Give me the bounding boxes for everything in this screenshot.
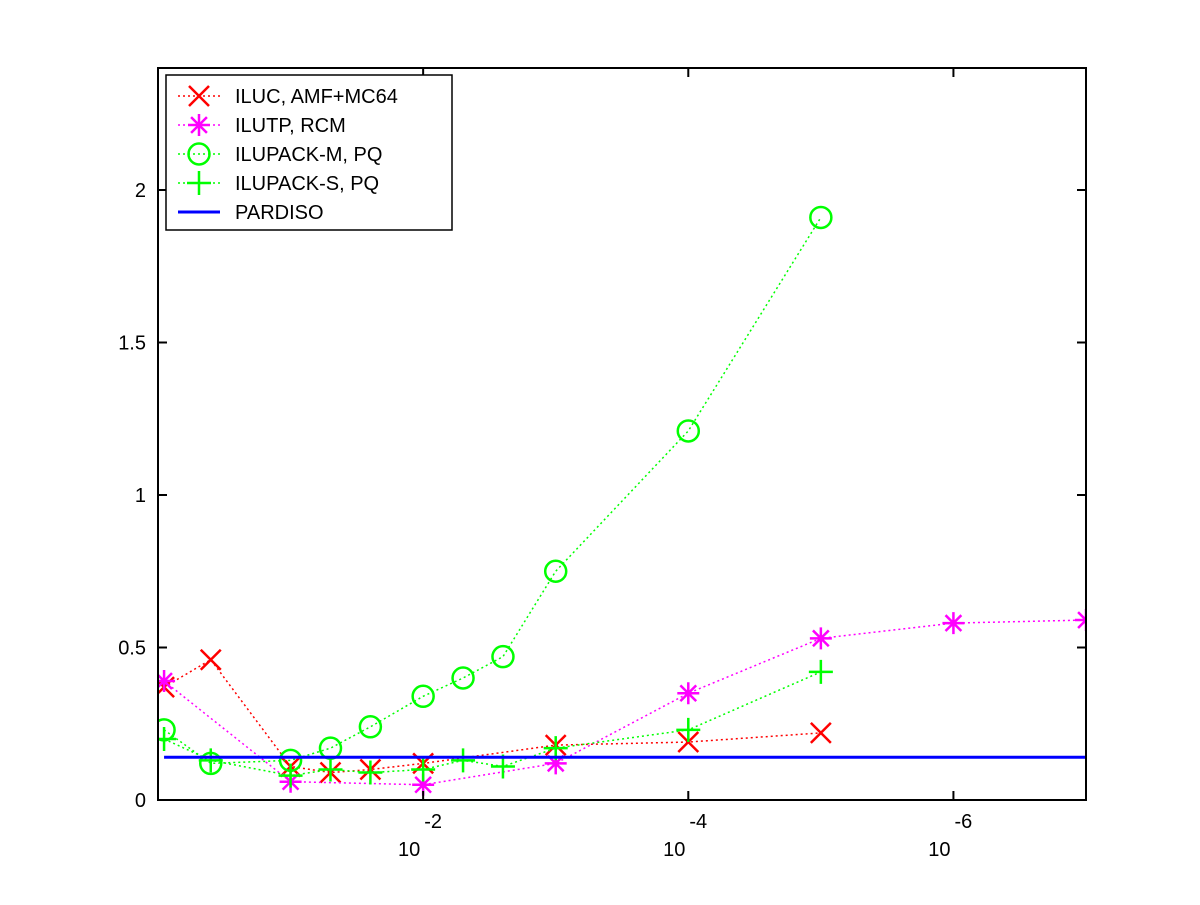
series-line-0 — [163, 658, 821, 774]
legend-label-1: ILUTP, RCM — [235, 115, 346, 137]
legend-label-4: PARDISO — [235, 202, 324, 224]
data-point-1-6 — [942, 612, 965, 635]
series-2 — [158, 205, 833, 776]
legend-label-0: ILUC, AMF+MC64 — [235, 86, 398, 108]
data-point-3-6 — [451, 748, 476, 773]
series-3 — [158, 659, 833, 788]
x-tick-exponent-0: -2 — [424, 811, 442, 833]
legend-item-0: ILUC, AMF+MC64 — [178, 85, 398, 108]
legend-box — [165, 74, 453, 231]
data-point-2-8 — [543, 559, 568, 583]
x-tick-base-1: 10 — [663, 839, 685, 861]
y-tick-label-2: 1 — [135, 485, 146, 507]
legend-marker-0 — [188, 85, 210, 107]
legend-label-2: ILUPACK-M, PQ — [235, 144, 382, 166]
legend-marker-3 — [187, 171, 211, 195]
data-point-1-3 — [544, 752, 567, 775]
data-point-3-5 — [411, 757, 436, 782]
data-point-0-1 — [199, 648, 222, 671]
data-point-3-0 — [158, 727, 177, 751]
y-tick-label-3: 1.5 — [118, 333, 146, 355]
data-point-3-1 — [198, 748, 223, 773]
data-point-3-4 — [358, 760, 383, 785]
data-point-2-4 — [358, 715, 383, 739]
legend-item-2: ILUPACK-M, PQ — [178, 142, 382, 166]
x-tick-exponent-2: -6 — [955, 811, 973, 833]
y-tick-label-1: 0.5 — [118, 638, 146, 660]
data-point-2-5 — [411, 684, 435, 709]
data-point-3-9 — [676, 717, 701, 742]
data-point-2-3 — [318, 736, 343, 760]
x-tick-base-2: 10 — [928, 839, 950, 861]
x-tick-exponent-1: -4 — [689, 811, 707, 833]
legend-item-1: ILUTP, RCM — [178, 114, 346, 137]
data-point-1-2 — [412, 773, 435, 796]
legend-marker-2 — [187, 142, 211, 166]
legend-marker-1 — [188, 114, 210, 136]
legend-label-3: ILUPACK-S, PQ — [235, 173, 379, 195]
series-0 — [158, 648, 832, 784]
data-point-3-2 — [278, 763, 303, 788]
data-point-2-9 — [676, 419, 701, 443]
data-point-0-8 — [809, 722, 832, 744]
data-point-2-6 — [451, 666, 475, 690]
legend: ILUC, AMF+MC64 ILUTP, RCM ILUPACK-M, PQ ILU… — [165, 74, 453, 231]
series-line-2 — [163, 217, 822, 765]
data-point-1-0 — [158, 670, 176, 693]
x-tick-base-0: 10 — [398, 839, 420, 861]
legend-item-3: ILUPACK-S, PQ — [178, 171, 379, 195]
legend-item-4: PARDISO — [178, 202, 324, 224]
data-point-1-5 — [809, 627, 832, 650]
axes-frame — [157, 67, 1087, 801]
data-point-1-4 — [677, 682, 700, 705]
plot-area — [158, 205, 1086, 796]
y-tick-label-0: 0 — [135, 790, 146, 812]
axes: 00.511.52-210-410-610 — [118, 67, 1087, 861]
data-point-3-3 — [318, 757, 343, 782]
data-point-3-10 — [808, 659, 833, 684]
data-point-0-7 — [677, 731, 700, 753]
data-point-2-7 — [491, 644, 515, 669]
y-tick-label-4: 2 — [135, 180, 146, 202]
data-point-2-10 — [809, 205, 833, 230]
series-line-1 — [163, 619, 1086, 786]
